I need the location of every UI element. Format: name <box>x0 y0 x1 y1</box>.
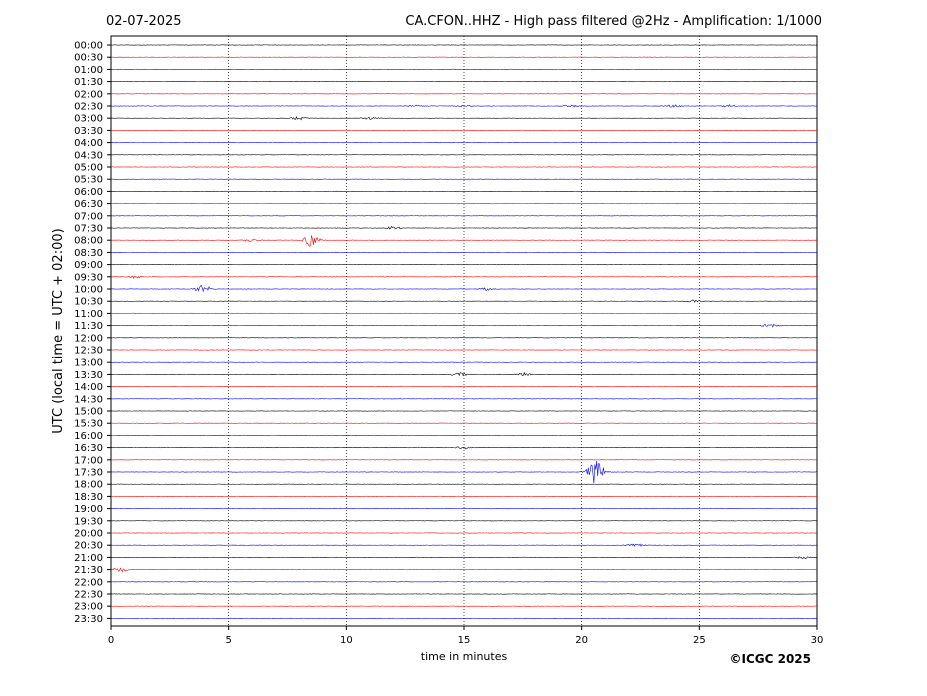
y-tick-label: 01:00 <box>74 65 103 76</box>
x-ticks: 0 5 10 15 20 25 30 <box>108 626 824 646</box>
y-tick-label: 11:00 <box>74 309 103 320</box>
y-tick-label: 09:30 <box>74 272 103 283</box>
y-tick-label: 00:30 <box>74 53 103 64</box>
y-tick-label: 08:30 <box>74 248 103 259</box>
trace-line <box>110 116 818 121</box>
chart-date: 02-07-2025 <box>106 14 182 29</box>
trace-line <box>110 299 818 303</box>
vertical-gridlines <box>228 36 700 626</box>
y-tick-label: 08:00 <box>74 236 103 247</box>
y-tick-label: 06:00 <box>74 187 103 198</box>
y-tick-label: 10:30 <box>74 297 103 308</box>
y-tick-label: 12:30 <box>74 346 103 357</box>
trace-line <box>110 323 818 328</box>
y-tick-label: 16:30 <box>74 443 103 454</box>
y-tick-label: 21:30 <box>74 565 103 576</box>
x-tick-label: 25 <box>693 635 706 646</box>
y-tick-label: 23:00 <box>74 602 103 613</box>
y-tick-label: 01:30 <box>74 77 103 88</box>
y-tick-label: 19:30 <box>74 516 103 527</box>
trace-line <box>110 543 818 547</box>
trace-line <box>110 446 818 450</box>
y-tick-label: 21:00 <box>74 553 103 564</box>
y-tick-label: 20:00 <box>74 529 103 540</box>
y-tick-label: 12:00 <box>74 333 103 344</box>
x-tick-label: 0 <box>108 635 114 646</box>
y-tick-label: 17:30 <box>74 468 103 479</box>
y-tick-label: 05:00 <box>74 163 103 174</box>
copyright-label: ©ICGC 2025 <box>729 652 811 666</box>
trace-line <box>110 275 818 279</box>
trace-line <box>110 371 818 377</box>
x-tick-label: 5 <box>225 635 231 646</box>
y-tick-label: 04:30 <box>74 150 103 161</box>
y-tick-label: 15:00 <box>74 407 103 418</box>
y-tick-label: 14:30 <box>74 394 103 405</box>
y-tick-label: 16:00 <box>74 431 103 442</box>
y-tick-label: 22:00 <box>74 577 103 588</box>
y-tick-label: 04:00 <box>74 138 103 149</box>
x-tick-label: 10 <box>340 635 353 646</box>
trace-line <box>110 235 818 247</box>
y-tick-label: 03:00 <box>74 114 103 125</box>
y-tick-label: 07:00 <box>74 211 103 222</box>
y-tick-label: 06:30 <box>74 199 103 210</box>
trace-line <box>110 460 818 484</box>
y-tick-label: 00:00 <box>74 41 103 52</box>
y-tick-label: 05:30 <box>74 175 103 186</box>
y-tick-label: 23:30 <box>74 614 103 625</box>
y-tick-label: 10:00 <box>74 285 103 296</box>
trace-line <box>110 556 818 560</box>
y-tick-label: 19:00 <box>74 504 103 515</box>
trace-line <box>110 284 818 293</box>
chart-title: CA.CFON..HHZ - High pass filtered @2Hz -… <box>405 14 822 29</box>
y-tick-label: 02:30 <box>74 102 103 113</box>
y-tick-label: 18:30 <box>74 492 103 503</box>
x-tick-label: 30 <box>811 635 824 646</box>
trace-line <box>110 226 818 230</box>
y-tick-label: 13:30 <box>74 370 103 381</box>
y-tick-label: 11:30 <box>74 321 103 332</box>
y-tick-label: 20:30 <box>74 541 103 552</box>
trace-line <box>110 104 818 108</box>
y-tick-label: 17:00 <box>74 455 103 466</box>
y-tick-label: 09:00 <box>74 260 103 271</box>
y-tick-label: 02:00 <box>74 89 103 100</box>
y-tick-label: 07:30 <box>74 224 103 235</box>
trace-line <box>110 567 818 573</box>
y-tick-label: 18:00 <box>74 480 103 491</box>
x-tick-label: 20 <box>575 635 588 646</box>
x-tick-label: 15 <box>458 635 471 646</box>
seismic-traces <box>110 44 818 619</box>
y-tick-label: 22:30 <box>74 590 103 601</box>
y-tick-label: 03:30 <box>74 126 103 137</box>
y-tick-label: 14:00 <box>74 382 103 393</box>
y-tick-label: 15:30 <box>74 419 103 430</box>
x-axis-label: time in minutes <box>421 650 508 663</box>
y-axis-label: UTC (local time = UTC + 02:00) <box>51 228 66 433</box>
y-tick-label: 13:00 <box>74 358 103 369</box>
